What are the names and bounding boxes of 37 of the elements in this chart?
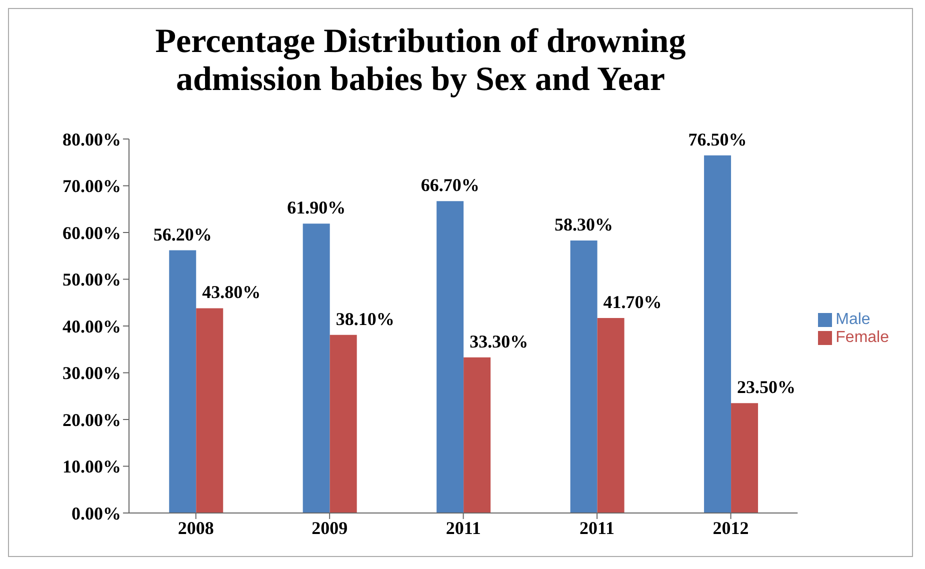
data-label: 56.20% <box>153 224 212 244</box>
data-label: 58.30% <box>554 214 614 234</box>
legend-label: Female <box>836 329 889 346</box>
bar <box>302 224 330 513</box>
chart-title: Percentage Distribution of drowning admission babies by Sex and Year <box>154 22 687 99</box>
x-tick-label: 2011 <box>580 518 615 538</box>
y-tick-label: 20.00% <box>62 410 121 430</box>
data-label: 23.50% <box>737 377 796 398</box>
bar <box>196 308 224 513</box>
legend-label: Male <box>836 311 870 328</box>
data-label: 61.90% <box>287 198 346 218</box>
data-label: 43.80% <box>202 282 261 302</box>
bar <box>330 334 357 513</box>
y-tick-label: 40.00% <box>62 316 121 336</box>
bar <box>464 357 491 513</box>
data-label: 33.30% <box>470 331 528 352</box>
x-tick-label: 2012 <box>712 518 749 538</box>
y-tick-label: 60.00% <box>62 222 121 243</box>
data-label: 38.10% <box>336 308 394 329</box>
y-tick-label: 30.00% <box>62 363 121 384</box>
bar <box>597 318 624 513</box>
bar <box>570 240 598 513</box>
bar <box>169 250 196 513</box>
bar <box>731 403 758 513</box>
y-tick-label: 10.00% <box>62 456 121 477</box>
data-label: 66.70% <box>420 175 480 196</box>
y-tick-label: 70.00% <box>62 176 121 196</box>
y-tick-label: 0.00% <box>72 503 121 524</box>
x-tick-label: 2008 <box>178 518 214 538</box>
x-tick-label: 2009 <box>312 518 348 538</box>
bar <box>436 201 464 513</box>
x-tick-label: 2011 <box>446 518 481 538</box>
y-tick-label: 80.00% <box>62 129 121 150</box>
bar <box>704 155 732 513</box>
data-label: 76.50% <box>688 129 747 150</box>
y-tick-label: 50.00% <box>62 270 121 290</box>
data-label: 41.70% <box>603 292 662 312</box>
